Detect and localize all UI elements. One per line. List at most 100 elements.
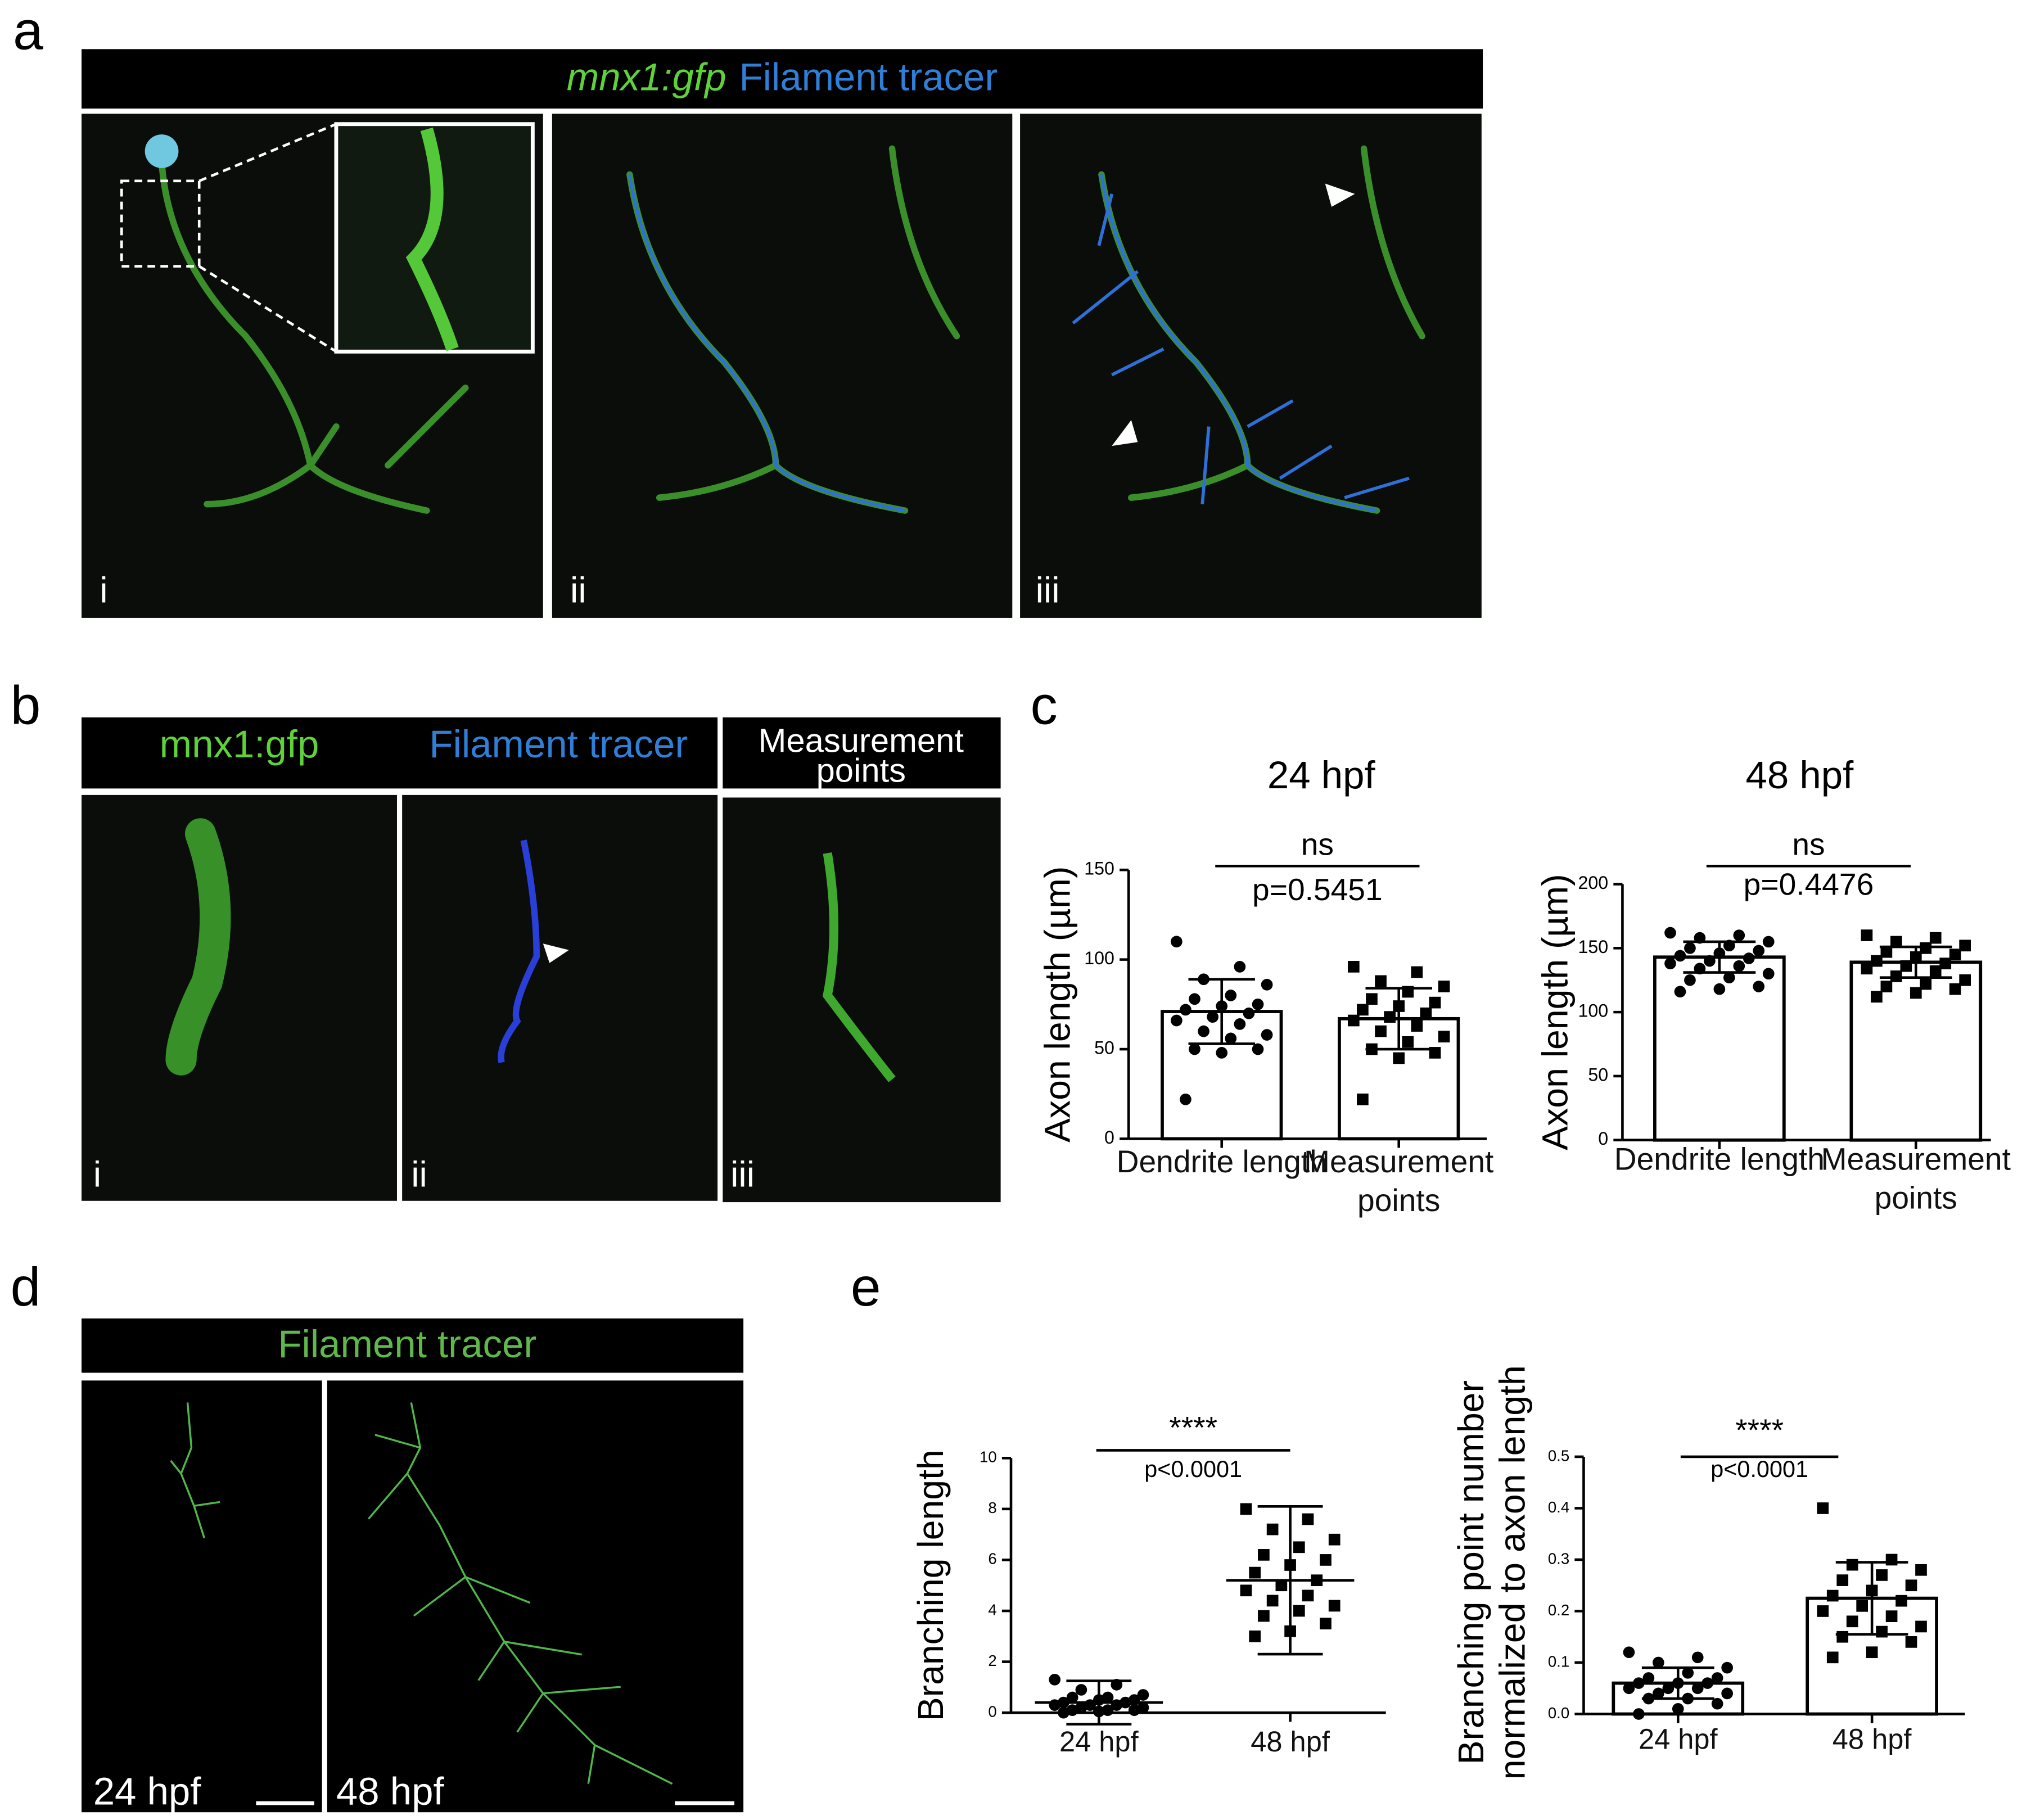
- data-point: [1876, 1625, 1888, 1638]
- zoom-line: [198, 123, 337, 182]
- data-point: [1920, 942, 1932, 954]
- micrograph: [1020, 114, 1482, 618]
- data-point: [1058, 1706, 1069, 1719]
- data-point: [1753, 945, 1765, 957]
- x-tick-label: 48 hpf: [1251, 1726, 1330, 1758]
- image-label: i: [93, 1154, 101, 1194]
- data-point: [1252, 998, 1264, 1010]
- data-point: [1249, 1566, 1261, 1579]
- y-tick-label: 150: [1578, 937, 1608, 957]
- data-point: [1662, 1682, 1675, 1695]
- image-label: ii: [570, 570, 586, 610]
- data-point: [1438, 981, 1450, 992]
- data-point: [1895, 1595, 1907, 1607]
- category-box: 24 hpf: [1638, 1723, 1718, 1756]
- significance: ns: [1301, 827, 1334, 861]
- data-point: [1885, 1553, 1898, 1566]
- data-point: [1293, 1541, 1305, 1553]
- data-point: [1261, 978, 1273, 991]
- data-point: [1711, 1697, 1723, 1710]
- data-point: [1049, 1673, 1061, 1686]
- panel-label: b: [11, 675, 41, 735]
- x-tick-label: 48 hpf: [1832, 1723, 1912, 1756]
- data-point: [1320, 1554, 1332, 1566]
- data-point: [1861, 963, 1873, 975]
- data-point: [1075, 1684, 1087, 1696]
- data-point: [1249, 1630, 1261, 1642]
- data-point: [1652, 1687, 1664, 1700]
- data-point: [1691, 1651, 1704, 1664]
- data-point: [1694, 932, 1706, 944]
- image-label: 48 hpf: [336, 1769, 445, 1813]
- data-point: [1762, 968, 1775, 980]
- data-point: [1058, 1696, 1069, 1709]
- data-point: [1733, 960, 1745, 972]
- x-tick-label: Dendrite length: [1116, 1145, 1327, 1180]
- p-value: p=0.4476: [1744, 867, 1874, 902]
- data-point: [1846, 1559, 1858, 1571]
- header-bar: [82, 717, 718, 789]
- data-point: [1420, 1007, 1432, 1019]
- image-label: iii: [1036, 570, 1060, 610]
- data-point: [1721, 1661, 1733, 1674]
- data-point: [1225, 990, 1237, 1001]
- header-bar: [723, 717, 1001, 789]
- y-axis-label: Axon length (µm): [1534, 874, 1575, 1150]
- y-tick-label: 0.1: [1548, 1652, 1569, 1670]
- data-point: [1642, 1672, 1655, 1684]
- data-point: [1623, 1646, 1635, 1659]
- data-point: [1293, 1605, 1305, 1617]
- y-tick-label: 0: [988, 1702, 996, 1720]
- data-point: [1871, 955, 1883, 967]
- data-point: [1320, 1618, 1332, 1630]
- data-point: [1905, 1636, 1917, 1648]
- image-panels-a: i ii iii: [82, 114, 1482, 618]
- data-point: [1871, 991, 1883, 1003]
- data-point: [1375, 1025, 1387, 1037]
- data-point: [1900, 960, 1912, 972]
- data-point: [1240, 1503, 1252, 1515]
- data-point: [1733, 929, 1745, 941]
- image-label: 24 hpf: [93, 1769, 202, 1813]
- category-box: Measurement points: [1821, 1142, 2011, 1216]
- data-point: [1137, 1701, 1149, 1714]
- category-box: 48 hpf: [1251, 1726, 1330, 1758]
- data-point: [1266, 1595, 1279, 1607]
- header-bar: [82, 1318, 744, 1373]
- y-tick-label: 0.3: [1548, 1550, 1569, 1567]
- data-point: [1438, 1031, 1450, 1043]
- y-tick-label: 0.5: [1548, 1447, 1569, 1464]
- data-point: [1093, 1694, 1105, 1706]
- chart-title: 48 hpf: [1746, 753, 1854, 797]
- data-point: [1711, 1672, 1723, 1684]
- data-point: [1225, 1032, 1237, 1045]
- data-point: [1672, 1677, 1684, 1689]
- chart-title: 24 hpf: [1267, 753, 1376, 797]
- data-point: [1066, 1691, 1078, 1704]
- data-point: [1207, 1011, 1219, 1023]
- data-point: [1284, 1559, 1296, 1571]
- data-point: [1216, 1047, 1228, 1059]
- panel-label: a: [13, 1, 43, 61]
- header: Measurement: [759, 722, 964, 760]
- data-point: [1826, 1589, 1839, 1602]
- data-point: [1252, 1043, 1264, 1055]
- data-point: [1128, 1694, 1140, 1706]
- data-point: [1429, 996, 1441, 1009]
- data-point: [1856, 1600, 1868, 1612]
- data-point: [1180, 1093, 1191, 1105]
- data-point: [1915, 1620, 1927, 1633]
- data-point: [1817, 1605, 1829, 1617]
- x-tick-label: 24 hpf: [1638, 1723, 1718, 1756]
- data-point: [1198, 1025, 1209, 1037]
- data-point: [1111, 1679, 1123, 1691]
- data-point: [1084, 1699, 1096, 1711]
- y-axis-label: Branching length: [910, 1449, 951, 1721]
- data-point: [1890, 936, 1902, 948]
- data-point: [1959, 974, 1971, 986]
- data-point: [1876, 1569, 1888, 1581]
- data-point: [1258, 1549, 1270, 1561]
- data-point: [1713, 947, 1726, 959]
